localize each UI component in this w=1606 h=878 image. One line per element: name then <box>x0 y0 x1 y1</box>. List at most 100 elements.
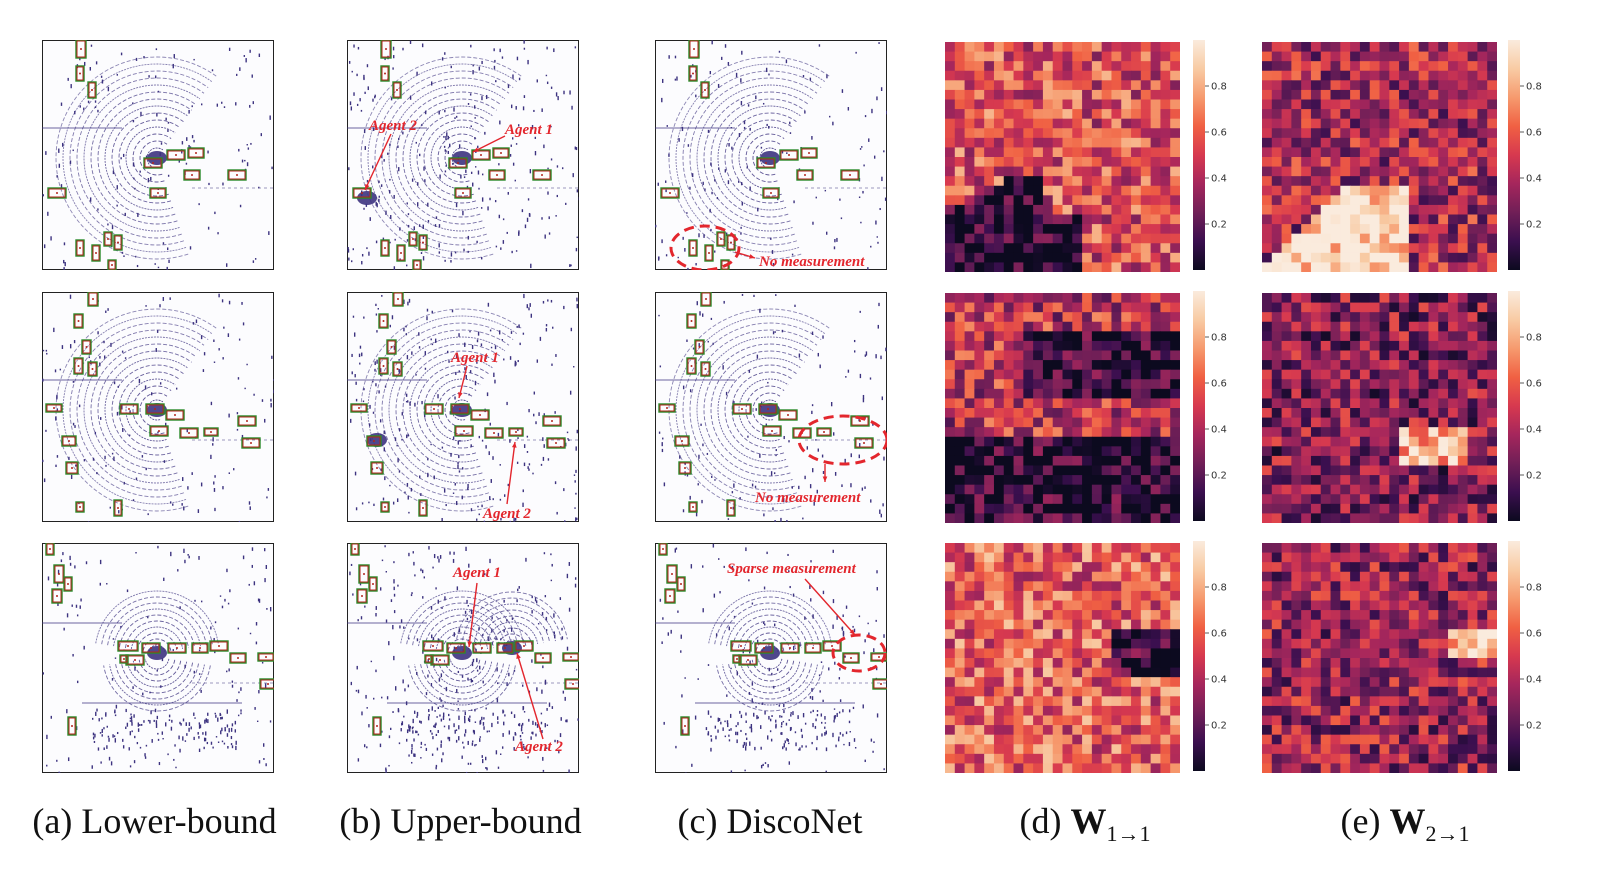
heatmap-cell <box>974 51 985 62</box>
ground-truth-box <box>380 65 390 82</box>
lidar-point <box>412 551 414 554</box>
heatmap-cell <box>1408 262 1420 272</box>
lidar-point <box>680 650 682 653</box>
lidar-point <box>53 327 55 333</box>
heatmap-cell <box>1487 465 1497 476</box>
lidar-point <box>401 412 403 416</box>
ground-truth-box <box>664 588 676 604</box>
lidar-point <box>384 385 387 388</box>
heatmap-cell <box>1408 118 1420 129</box>
lidar-point <box>867 267 869 270</box>
heatmap-cell <box>1428 89 1439 100</box>
lidar-ring <box>55 308 217 512</box>
lidar-point <box>67 77 69 81</box>
lidar-point <box>474 166 477 168</box>
heatmap-cell <box>1340 157 1351 168</box>
ground-truth-box <box>738 654 758 666</box>
heatmap-cell <box>1418 427 1429 438</box>
lidar-point <box>235 102 237 106</box>
lidar-point <box>156 330 159 333</box>
lidar-point <box>242 322 245 326</box>
heatmap-cell <box>1140 252 1152 263</box>
heatmap-cell <box>1330 475 1341 486</box>
lidar-point <box>771 715 773 718</box>
lidar-ring <box>696 84 814 232</box>
lidar-point <box>506 231 508 234</box>
heatmap-cell <box>1062 70 1073 81</box>
box-center <box>267 683 269 685</box>
heatmap-cell <box>1438 379 1449 390</box>
heatmap-cell <box>945 494 956 505</box>
ground-truth-box <box>700 292 712 307</box>
lidar-point <box>443 725 446 728</box>
lidar-ring <box>118 371 180 449</box>
lidar-point <box>561 627 563 631</box>
heatmap-cell <box>1023 360 1034 371</box>
heatmap-cell <box>1013 166 1024 177</box>
lidar-point <box>486 767 488 771</box>
box-center <box>500 152 502 154</box>
heatmap-cell <box>1379 475 1390 486</box>
lidar-point <box>444 109 446 113</box>
heatmap-cell <box>1160 494 1171 505</box>
heatmap-cell <box>954 51 966 62</box>
lidar-point <box>858 196 861 199</box>
heatmap-cell <box>1170 436 1180 447</box>
heatmap-cell <box>1291 436 1302 447</box>
heatmap-cell <box>1042 128 1054 139</box>
box-center <box>515 431 517 433</box>
heatmap-cell <box>974 331 985 342</box>
lidar-point <box>453 646 456 650</box>
heatmap-cell <box>1262 166 1273 177</box>
heatmap-cell <box>1150 166 1161 177</box>
box-center <box>396 89 398 91</box>
heatmap-cell <box>1428 99 1439 110</box>
heatmap-cell <box>1281 484 1292 495</box>
lidar-point <box>859 443 861 447</box>
lidar-point <box>350 106 353 111</box>
lidar-point <box>381 294 383 297</box>
lidar-point <box>883 456 885 461</box>
lidar-point <box>141 455 144 458</box>
heatmap-cell <box>1052 262 1063 272</box>
heatmap-cell <box>1448 233 1459 244</box>
heatmap-cell <box>1487 214 1497 225</box>
heatmap-cell <box>1052 214 1063 225</box>
lidar-point <box>192 322 195 325</box>
lidar-point <box>863 651 865 655</box>
lidar-point <box>769 718 772 722</box>
lidar-point <box>429 730 432 733</box>
lidar-point <box>437 638 440 642</box>
lidar-point <box>181 503 183 506</box>
heatmap-cell <box>974 252 985 263</box>
heatmap-cell <box>1072 243 1083 254</box>
heatmap-cell <box>1170 195 1180 206</box>
lidar-point <box>485 756 487 761</box>
heatmap-cell <box>1320 204 1332 215</box>
heatmap-cell <box>1111 369 1122 380</box>
lidar-point <box>745 737 748 741</box>
heatmap-cell <box>964 484 975 495</box>
heatmap-cell <box>1487 80 1497 91</box>
lidar-point <box>427 716 430 721</box>
lidar-point <box>817 448 819 452</box>
lidar-point <box>453 107 455 112</box>
lidar-point <box>565 442 567 447</box>
heatmap-cell <box>1150 484 1161 495</box>
heatmap-cell <box>1301 302 1312 313</box>
box-center <box>363 573 365 575</box>
lidar-point <box>548 216 550 220</box>
lidar-point <box>744 769 746 772</box>
lidar-point <box>850 453 852 458</box>
lidar-point <box>375 606 377 610</box>
heatmap-cell <box>974 340 985 351</box>
heatmap-cell <box>1003 99 1015 110</box>
lidar-point <box>355 398 358 402</box>
prediction-box <box>493 148 509 158</box>
heatmap-cell <box>1320 369 1332 380</box>
heatmap-cell <box>974 80 985 91</box>
heatmap-cell <box>1101 109 1112 120</box>
heatmap-cell <box>974 118 985 129</box>
heatmap-cell <box>1062 417 1073 428</box>
heatmap-cell <box>1042 224 1054 235</box>
